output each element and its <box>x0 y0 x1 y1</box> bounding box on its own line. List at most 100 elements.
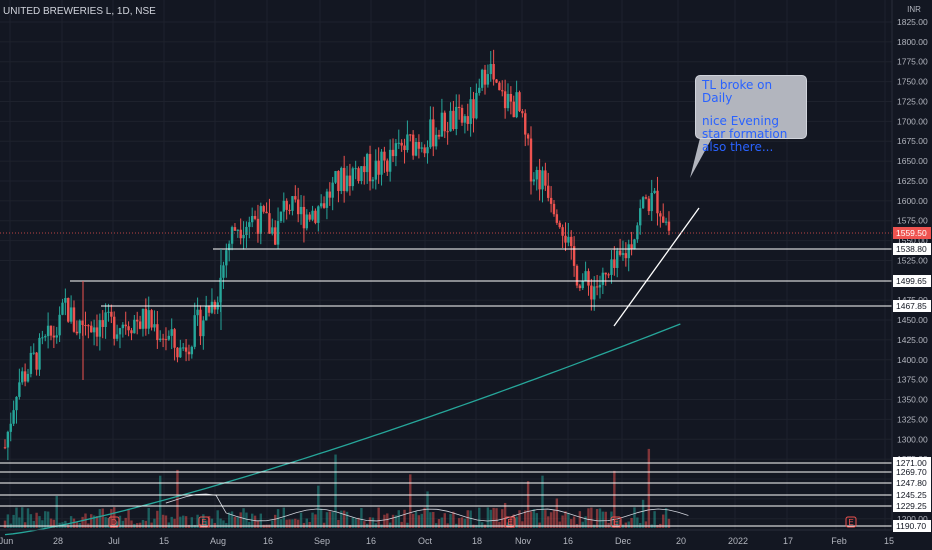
volume-bar <box>18 517 21 528</box>
candle <box>521 111 524 114</box>
candle <box>248 222 251 227</box>
volume-bar <box>420 513 423 528</box>
candle <box>641 197 645 209</box>
candle <box>161 338 165 340</box>
candle <box>15 396 18 411</box>
level-price-label: 1499.65 <box>896 276 927 286</box>
candle <box>67 298 70 322</box>
candle <box>492 64 495 80</box>
annotation-callout: TL broke on Daily nice Evening star form… <box>695 75 807 154</box>
volume-bar <box>354 518 357 528</box>
candle <box>276 221 280 245</box>
y-tick-label: 1400.00 <box>897 355 928 365</box>
volume-bar <box>601 511 605 528</box>
candle <box>561 227 564 236</box>
candle <box>613 259 616 268</box>
volume-bar <box>250 513 254 528</box>
candle <box>21 371 24 383</box>
volume-bar <box>636 517 639 528</box>
volume-bar <box>29 514 33 528</box>
candle <box>222 265 225 278</box>
candle <box>107 311 110 313</box>
volume-bar <box>567 513 570 528</box>
volume-bar <box>141 519 145 528</box>
candle <box>138 321 142 329</box>
volume-bar <box>81 516 84 528</box>
candle <box>72 307 76 332</box>
candle <box>345 175 349 192</box>
volume-bar <box>432 511 435 528</box>
volume-bar <box>561 515 564 528</box>
candle <box>621 253 625 255</box>
level-price-label: 1269.70 <box>896 467 927 477</box>
volume-bar <box>552 509 556 528</box>
candle <box>374 160 377 180</box>
x-tick-label: 18 <box>472 536 482 546</box>
y-tick-label: 1725.00 <box>897 96 928 106</box>
candle <box>368 154 372 182</box>
volume-bar <box>35 512 38 528</box>
volume-bar <box>443 513 446 528</box>
currency-label: INR <box>907 5 921 14</box>
volume-bar <box>340 510 343 528</box>
candle <box>305 214 309 229</box>
candle <box>449 110 452 132</box>
candle <box>498 82 501 91</box>
volume-bar <box>558 521 561 528</box>
candle <box>294 196 297 200</box>
event-marker <box>610 516 622 528</box>
x-tick-label: Nov <box>515 536 532 546</box>
last-price-tag <box>893 227 931 239</box>
y-tick-label: 1825.00 <box>897 17 928 27</box>
x-tick-label: 16 <box>263 536 273 546</box>
event-marker <box>108 516 120 528</box>
volume-bar <box>587 508 590 528</box>
candle <box>354 168 357 170</box>
volume-bar <box>176 469 179 528</box>
candle <box>242 234 245 239</box>
candle <box>227 243 231 251</box>
volume-bar <box>616 520 619 528</box>
volume-bar <box>535 513 538 528</box>
candle <box>342 167 346 192</box>
volume-bar <box>547 516 550 528</box>
volume-bar <box>104 517 107 528</box>
volume-bar <box>49 518 53 528</box>
volume-bar <box>90 514 93 528</box>
candle <box>340 167 343 192</box>
volume-bar <box>205 520 208 528</box>
candle <box>115 334 119 339</box>
candle <box>627 244 630 259</box>
volume-bar <box>147 507 150 528</box>
candle <box>12 410 15 424</box>
volume-bar <box>524 510 527 528</box>
volume-bar <box>590 507 593 528</box>
volume-bar <box>3 520 7 528</box>
volume-bar <box>294 518 297 528</box>
volume-bar <box>331 511 334 528</box>
candle <box>567 236 570 243</box>
candle <box>187 351 191 355</box>
candle <box>584 271 587 281</box>
candle <box>147 310 150 329</box>
annotation-line-1: TL broke on Daily <box>702 78 773 105</box>
candle <box>110 311 113 317</box>
volume-bar <box>299 512 303 528</box>
volume-bar <box>624 522 628 528</box>
volume-bar <box>532 509 536 528</box>
candle <box>190 346 194 355</box>
volume-bar <box>653 511 656 528</box>
candle <box>555 214 559 223</box>
volume-bar <box>46 511 50 528</box>
volume-bar <box>386 513 389 528</box>
candle <box>610 259 613 275</box>
callout-pointer <box>690 138 712 178</box>
candle <box>49 325 53 336</box>
candle <box>173 329 176 348</box>
candle <box>78 320 81 334</box>
volume-bar <box>130 520 133 528</box>
level-price-tag <box>893 489 931 501</box>
candle <box>483 69 487 85</box>
chart-title: UNITED BREWERIES L, 1D, NSE <box>3 6 156 17</box>
candle <box>437 134 441 137</box>
